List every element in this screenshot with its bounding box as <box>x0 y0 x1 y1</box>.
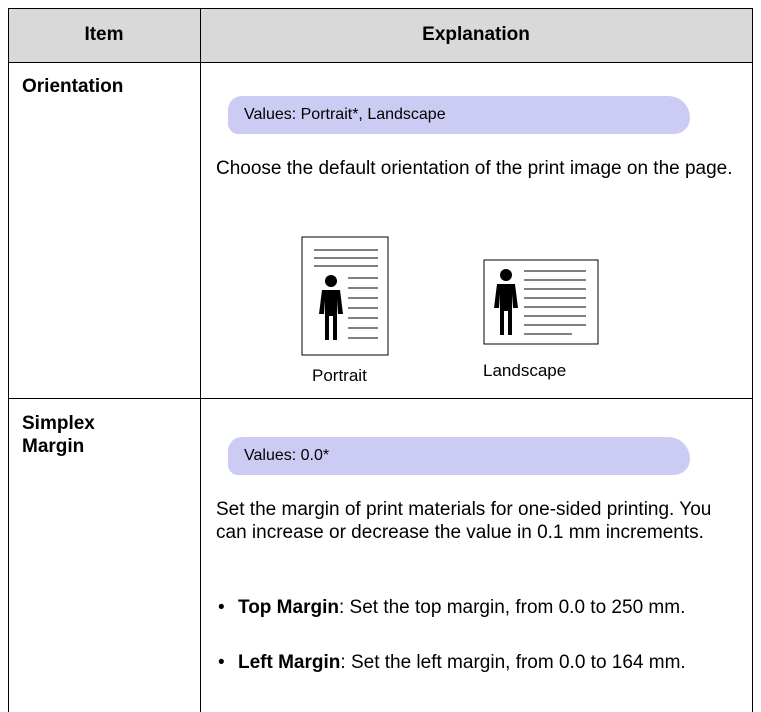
bullet-text: : Set the top margin, from 0.0 to 250 mm… <box>338 597 686 618</box>
description: Choose the default orientation of the pr… <box>216 158 733 179</box>
header-explanation: Explanation <box>200 8 752 62</box>
values-pill: Values: Portrait*, Landscape <box>228 96 690 134</box>
description: Set the margin of print materials for on… <box>216 499 712 543</box>
bullet-term: Left Margin <box>238 652 341 673</box>
item-name: Simplex Margin <box>22 413 95 457</box>
border <box>752 8 753 712</box>
item-name: Orientation <box>22 76 124 97</box>
header-item: Item <box>8 8 200 62</box>
border <box>8 62 753 63</box>
border <box>200 8 201 712</box>
caption: Landscape <box>483 361 567 380</box>
landscape-icon <box>483 259 599 345</box>
portrait-icon <box>301 236 389 356</box>
bullet: Left Margin: Set the left margin, from 0… <box>216 651 746 674</box>
values-pill: Values: 0.0* <box>228 437 690 475</box>
border <box>8 398 753 399</box>
bullet: Top Margin: Set the top margin, from 0.0… <box>216 596 746 619</box>
bullet-term: Top Margin <box>238 597 339 618</box>
caption: Portrait <box>312 366 367 385</box>
border <box>8 8 753 9</box>
border <box>8 8 9 712</box>
bullet-text: : Set the left margin, from 0.0 to 164 m… <box>340 652 686 673</box>
